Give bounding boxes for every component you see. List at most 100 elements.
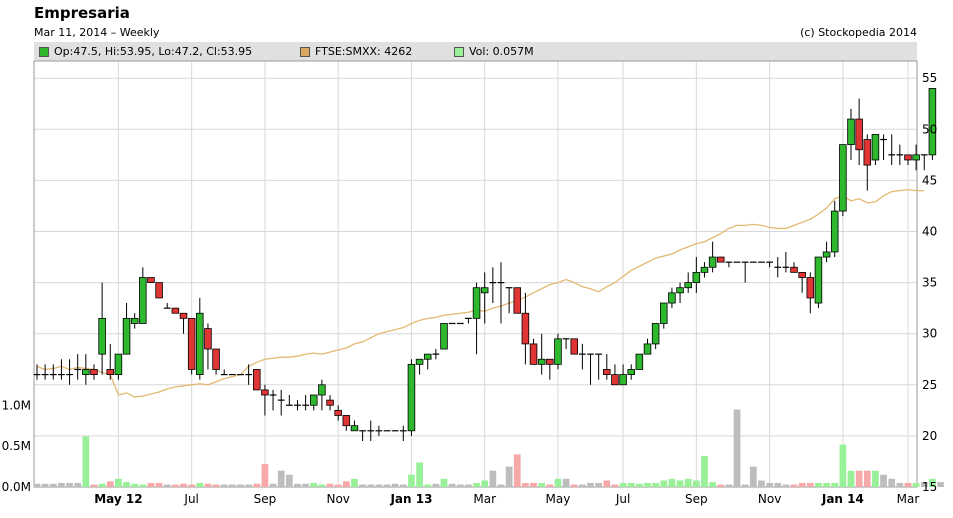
candle-body <box>692 271 701 284</box>
candlestick <box>277 389 285 416</box>
volume-bar <box>937 482 944 487</box>
candlestick <box>423 353 432 370</box>
candlestick <box>700 262 709 278</box>
chart-title: Empresaria <box>34 4 130 22</box>
candlestick <box>155 282 163 299</box>
x-tick-label: Jan 14 <box>821 492 864 506</box>
candlestick <box>692 257 701 293</box>
y-tick-label: 45 <box>922 173 937 187</box>
candle-body <box>114 353 123 375</box>
candlestick <box>342 415 351 431</box>
volume-bar <box>318 484 326 487</box>
volume-bar <box>782 484 790 487</box>
candlestick <box>888 134 896 166</box>
candle-body <box>130 317 139 324</box>
candle-body <box>253 369 261 391</box>
volume-bar <box>758 480 765 487</box>
candle-body <box>309 394 318 406</box>
candlestick <box>33 364 41 380</box>
candlestick <box>122 303 131 355</box>
candle-body <box>204 328 212 350</box>
candlestick <box>302 395 309 411</box>
volume-bar <box>473 482 480 487</box>
x-tick-label: Jan 13 <box>389 492 432 506</box>
candle-body <box>415 358 424 365</box>
volume-bar <box>481 480 489 487</box>
candlestick <box>611 364 619 386</box>
volume-bar <box>342 481 350 487</box>
volume-bar <box>798 482 806 487</box>
volume-bar <box>912 482 920 487</box>
candlestick <box>529 338 538 365</box>
volume-bar <box>253 483 261 487</box>
legend-swatch-volume <box>454 46 464 57</box>
candlestick <box>708 241 717 273</box>
candlestick <box>505 287 513 314</box>
volume-bar <box>855 470 863 487</box>
volume-bar <box>489 470 497 487</box>
x-tick-label: Sep <box>254 492 277 506</box>
volume-bar <box>359 484 366 487</box>
volume-bar <box>888 478 896 487</box>
volume-bar <box>823 482 830 487</box>
volume-bar <box>554 478 562 487</box>
candlestick <box>350 420 359 432</box>
volume-bar <box>546 484 554 487</box>
candle-body <box>863 139 872 166</box>
x-tick-label: May <box>546 492 571 506</box>
candlestick <box>643 338 652 355</box>
candlestick <box>58 359 65 380</box>
candlestick <box>432 349 440 360</box>
candlestick <box>440 323 448 350</box>
candlestick <box>766 261 773 268</box>
candlestick <box>497 262 505 324</box>
candlestick <box>603 354 611 380</box>
candlestick <box>82 354 90 385</box>
candlestick <box>635 353 644 370</box>
volume-bar <box>440 478 448 487</box>
candle-body <box>171 307 180 314</box>
volume-bar <box>465 484 472 487</box>
x-tick-label: May 12 <box>94 492 142 506</box>
volume-bar <box>90 484 98 487</box>
candlestick <box>114 353 123 380</box>
candlestick <box>774 257 782 278</box>
candle-body <box>423 353 432 360</box>
volume-bar <box>611 484 619 487</box>
candle-body <box>212 348 220 370</box>
candlestick <box>741 261 749 283</box>
volume-bar <box>595 482 603 487</box>
volume-bars <box>33 409 944 487</box>
candlestick <box>619 364 627 386</box>
volume-bar <box>530 482 537 487</box>
candlestick <box>676 282 684 304</box>
volume-bar <box>106 481 114 487</box>
candlesticks <box>33 88 937 442</box>
volume-bar <box>131 483 139 487</box>
candle-body <box>407 363 416 432</box>
candle-body <box>546 358 554 365</box>
candlestick <box>212 348 220 375</box>
volume-bar <box>880 474 887 487</box>
candlestick <box>489 267 497 304</box>
candlestick <box>839 144 847 217</box>
candle-body <box>708 256 717 268</box>
candlestick <box>130 313 139 329</box>
volume-tick-label: 1.0M <box>2 398 31 412</box>
y-tick-label: 30 <box>922 327 937 341</box>
candlestick <box>863 134 872 191</box>
candle-body <box>668 292 676 304</box>
volume-bar <box>163 484 171 487</box>
volume-bar <box>790 484 798 487</box>
candlestick <box>359 430 366 442</box>
candlestick <box>928 88 937 160</box>
candle-body <box>529 343 538 365</box>
candle-body <box>603 369 611 375</box>
candlestick <box>269 389 277 411</box>
candlestick <box>880 134 887 160</box>
candle-body <box>82 369 90 375</box>
candlestick <box>204 323 212 370</box>
candlestick <box>855 98 863 166</box>
volume-bar <box>741 484 749 487</box>
legend-item-ftse: FTSE:SMXX: 4262 <box>300 45 412 58</box>
